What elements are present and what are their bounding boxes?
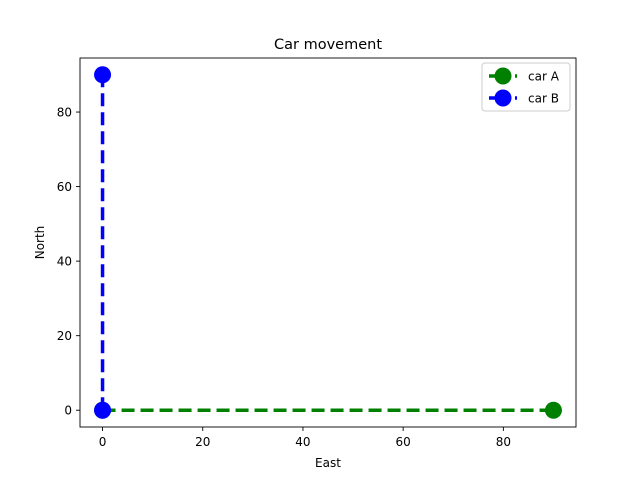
- y-tick-label: 80: [57, 106, 72, 120]
- legend-marker: [494, 89, 512, 107]
- y-tick-label: 20: [57, 329, 72, 343]
- series-layer: [94, 66, 562, 419]
- x-axis: 0 20 40 60 80: [99, 427, 511, 449]
- legend-label: car A: [528, 70, 560, 84]
- y-tick-label: 0: [64, 404, 72, 418]
- data-point-car-b: [94, 401, 112, 419]
- x-tick-label: 40: [295, 435, 310, 449]
- x-tick-label: 0: [99, 435, 107, 449]
- x-tick-label: 80: [496, 435, 511, 449]
- chart-title: Car movement: [274, 37, 382, 53]
- legend-marker: [494, 67, 512, 85]
- x-axis-label: East: [315, 456, 341, 470]
- y-tick-label: 60: [57, 180, 72, 194]
- y-tick-label: 40: [57, 255, 72, 269]
- y-axis: 0 20 40 60 80: [57, 106, 80, 418]
- data-point-car-b: [94, 66, 112, 84]
- legend-label: car B: [528, 92, 559, 106]
- x-tick-label: 60: [396, 435, 411, 449]
- legend: car A car B: [481, 62, 571, 112]
- data-point-car-a: [544, 401, 562, 419]
- y-axis-label: North: [33, 226, 47, 260]
- plot-frame: [79, 57, 577, 428]
- x-tick-label: 20: [195, 435, 210, 449]
